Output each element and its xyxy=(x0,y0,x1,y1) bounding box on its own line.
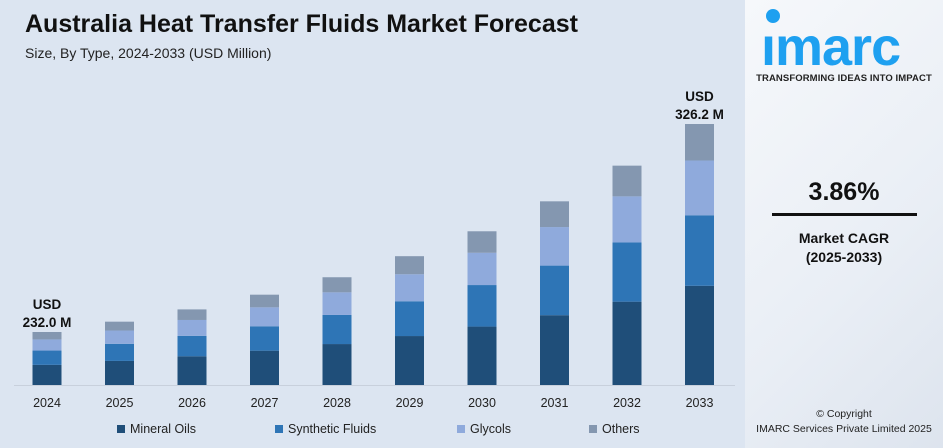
bar-segment-glycols-2026 xyxy=(177,319,207,336)
data-label: 326.2 M xyxy=(675,107,724,122)
bar-segment-synthetic-fluids-2032 xyxy=(612,242,642,302)
legend-swatch xyxy=(589,425,597,433)
bar-segment-mineral-oils-2032 xyxy=(612,301,642,385)
legend-item: Synthetic Fluids xyxy=(275,422,376,436)
legend-label: Glycols xyxy=(470,422,511,436)
cagr-label: Market CAGR (2025-2033) xyxy=(745,229,943,267)
bar-segment-synthetic-fluids-2031 xyxy=(540,265,569,316)
bar-segment-mineral-oils-2033 xyxy=(685,285,714,385)
bar-segment-others-2032 xyxy=(612,165,642,197)
x-tick-label: 2029 xyxy=(396,396,424,410)
bar-segment-synthetic-fluids-2026 xyxy=(177,335,207,357)
bar-segment-synthetic-fluids-2029 xyxy=(395,301,424,337)
legend-label: Synthetic Fluids xyxy=(288,422,377,436)
legend-swatch xyxy=(275,425,283,433)
bar-segment-mineral-oils-2027 xyxy=(250,350,279,385)
cagr-value: 3.86% xyxy=(808,178,880,206)
bar-segment-mineral-oils-2030 xyxy=(467,326,497,385)
bar-segment-others-2028 xyxy=(322,277,352,293)
stacked-bar-chart: 2024 USD 232.0 M 2025 2026 2027 2028 2029 2030 20… xyxy=(14,89,735,410)
x-tick-label: 2024 xyxy=(33,396,61,410)
bar-segment-synthetic-fluids-2028 xyxy=(322,314,352,345)
divider xyxy=(772,213,917,216)
copyright: © Copyright IMARC Services Private Limit… xyxy=(745,407,943,437)
x-tick-label: 2027 xyxy=(251,396,279,410)
x-tick-label: 2025 xyxy=(106,396,134,410)
chart-title: Australia Heat Transfer Fluids Market Fo… xyxy=(25,10,578,38)
x-tick-label: 2026 xyxy=(178,396,206,410)
x-tick-label: 2032 xyxy=(613,396,641,410)
x-tick-label: 2033 xyxy=(686,396,714,410)
cagr-label-text: Market CAGR xyxy=(798,230,890,246)
bar-segment-others-2027 xyxy=(250,294,279,308)
bar-segment-glycols-2028 xyxy=(322,292,352,315)
data-label: USD xyxy=(685,89,714,104)
bar-segment-synthetic-fluids-2024 xyxy=(32,350,62,365)
bar-segment-glycols-2032 xyxy=(612,196,642,243)
x-tick-label: 2031 xyxy=(541,396,569,410)
bar-segment-mineral-oils-2031 xyxy=(540,315,569,385)
bar-segment-glycols-2030 xyxy=(467,252,497,286)
bar-segment-synthetic-fluids-2027 xyxy=(250,326,279,351)
bar-segment-glycols-2029 xyxy=(395,274,424,302)
data-label: 232.0 M xyxy=(23,315,72,330)
bar-segment-mineral-oils-2025 xyxy=(105,360,134,385)
data-label: USD xyxy=(33,297,62,312)
bar-segment-others-2024 xyxy=(32,332,62,340)
bar-segment-mineral-oils-2024 xyxy=(32,364,62,385)
bar-segment-mineral-oils-2026 xyxy=(177,356,207,385)
cagr-period: (2025-2033) xyxy=(805,249,883,265)
chart-subtitle: Size, By Type, 2024-2033 (USD Million) xyxy=(25,45,272,61)
bar-segment-others-2029 xyxy=(395,256,424,275)
bar-segment-glycols-2024 xyxy=(32,339,62,351)
info-panel: ımarc TRANSFORMING IDEAS INTO IMPACT 3.8… xyxy=(745,0,943,448)
legend-label: Mineral Oils xyxy=(130,422,196,436)
legend-item: Glycols xyxy=(457,422,511,436)
x-tick-label: 2030 xyxy=(468,396,496,410)
x-tick-label: 2028 xyxy=(323,396,351,410)
imarc-logo: ımarc xyxy=(761,9,901,68)
bar-segment-synthetic-fluids-2030 xyxy=(467,285,497,327)
legend-item: Others xyxy=(589,422,640,436)
copyright-line2: IMARC Services Private Limited 2025 xyxy=(756,423,932,435)
bar-segment-others-2030 xyxy=(467,231,497,253)
legend-swatch xyxy=(117,425,125,433)
bar-segment-glycols-2027 xyxy=(250,307,279,327)
bar-segment-synthetic-fluids-2033 xyxy=(685,215,714,286)
bar-segment-mineral-oils-2028 xyxy=(322,344,352,385)
legend-item: Mineral Oils xyxy=(117,422,196,436)
legend-label: Others xyxy=(602,422,640,436)
bar-segment-others-2033 xyxy=(685,124,714,161)
bar-segment-others-2026 xyxy=(177,309,207,320)
bar-segment-synthetic-fluids-2025 xyxy=(105,343,134,361)
copyright-line1: © Copyright xyxy=(816,408,872,420)
svg-text:ımarc: ımarc xyxy=(761,17,900,68)
bar-segment-glycols-2033 xyxy=(685,160,714,216)
bar-segment-others-2031 xyxy=(540,201,569,228)
tagline: TRANSFORMING IDEAS INTO IMPACT xyxy=(756,73,932,84)
bar-segment-glycols-2025 xyxy=(105,330,134,344)
bar-segment-mineral-oils-2029 xyxy=(395,336,424,385)
bar-segment-others-2025 xyxy=(105,321,134,331)
legend-swatch xyxy=(457,425,465,433)
bar-segment-glycols-2031 xyxy=(540,227,569,266)
